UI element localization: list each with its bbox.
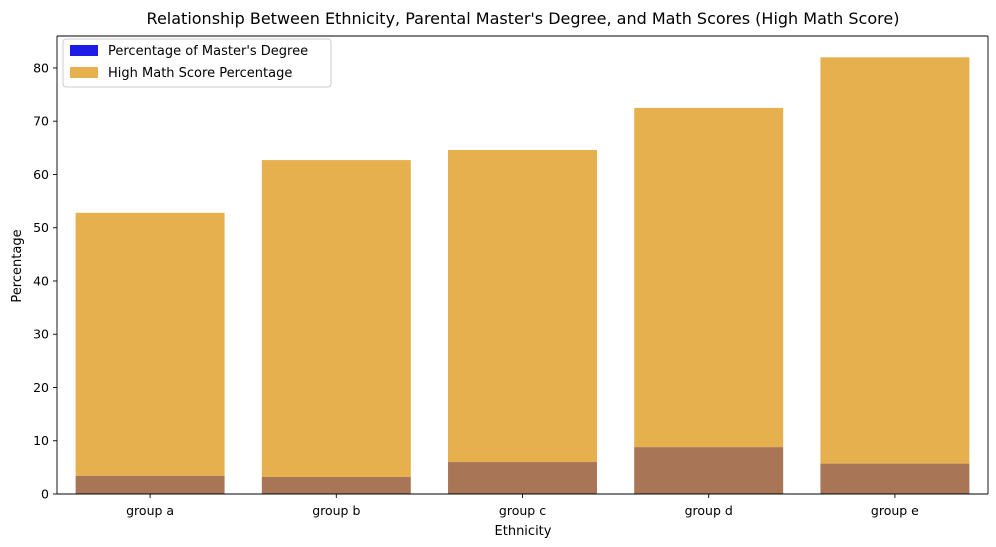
x-tick-label: group e	[871, 503, 919, 518]
legend-swatch	[70, 45, 98, 56]
bar-group-b-high-math	[261, 160, 411, 477]
legend-label: Percentage of Master's Degree	[108, 44, 308, 59]
bar-group-a-masters	[75, 475, 225, 494]
x-tick-label: group b	[312, 503, 360, 518]
bar-group-d-masters	[634, 447, 784, 494]
legend-swatch	[70, 67, 98, 78]
y-tick-label: 10	[33, 433, 49, 448]
chart-title: Relationship Between Ethnicity, Parental…	[147, 9, 900, 28]
y-tick-label: 30	[33, 327, 49, 342]
bar-group-e-high-math	[820, 57, 970, 464]
y-axis-label: Percentage	[10, 229, 25, 302]
y-tick-label: 40	[33, 273, 49, 288]
legend-label: High Math Score Percentage	[108, 66, 292, 81]
bar-group-c-high-math	[448, 149, 597, 463]
bar-group-a-high-math	[75, 212, 225, 476]
x-axis-label: Ethnicity	[495, 524, 552, 539]
y-axis-ticks: 0 10 20 30 40 50 60 70 80	[33, 60, 57, 502]
x-tick-label: group c	[499, 503, 546, 518]
bar-group-d-high-math	[634, 107, 784, 448]
y-tick-label: 20	[33, 380, 49, 395]
x-axis-ticks: group a group b group c group d group e	[126, 494, 919, 518]
legend-box	[62, 38, 332, 88]
y-tick-label: 70	[33, 114, 49, 129]
y-tick-label: 60	[33, 167, 49, 182]
bar-group-b-masters	[261, 476, 411, 494]
legend: Percentage of Master's Degree High Math S…	[62, 38, 332, 88]
x-tick-label: group d	[685, 503, 733, 518]
y-tick-label: 0	[41, 487, 49, 502]
x-tick-label: group a	[126, 503, 174, 518]
bars	[75, 57, 970, 494]
bar-group-e-masters	[820, 463, 970, 494]
y-tick-label: 80	[33, 60, 49, 75]
y-tick-label: 50	[33, 220, 49, 235]
bar-group-c-masters	[448, 462, 597, 494]
